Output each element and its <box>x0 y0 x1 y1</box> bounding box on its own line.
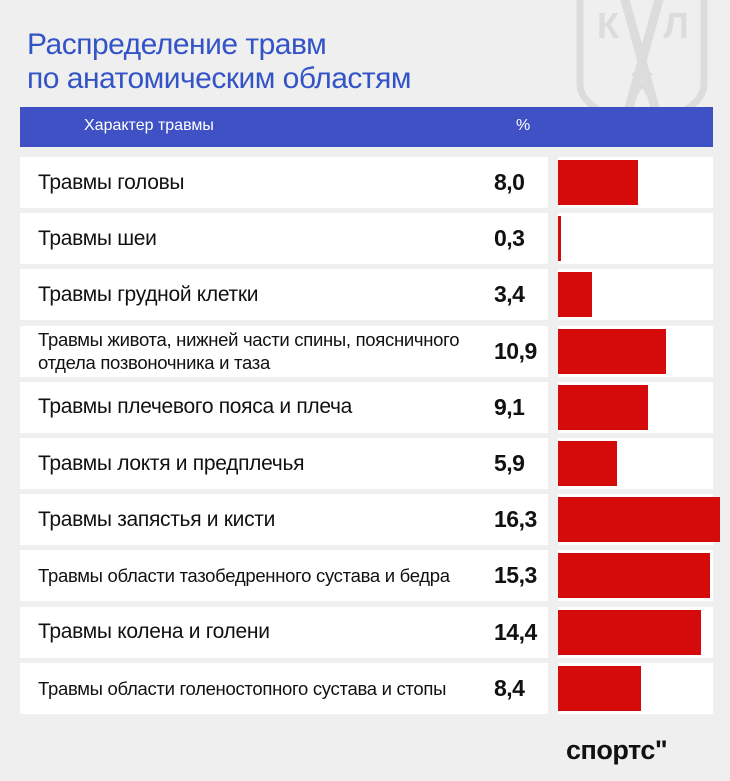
logo-letter: Л <box>663 5 688 46</box>
category-label: Травмы запястья и кисти <box>38 507 276 531</box>
row-divider <box>548 213 558 265</box>
logo-letter: К <box>597 5 620 46</box>
header-label: Характер травмы <box>84 117 214 134</box>
value-label: 15,3 <box>494 562 537 589</box>
value-label: 8,4 <box>494 674 525 701</box>
chart-row: Травмы области голеностопного сустава и … <box>20 662 713 714</box>
bar <box>558 553 711 599</box>
value-label: 10,9 <box>494 337 537 364</box>
row-divider <box>548 494 558 546</box>
row-divider <box>548 662 558 714</box>
bar <box>558 384 649 430</box>
chart-title: Распределение травм по анатомическим обл… <box>27 28 412 96</box>
value-label: 8,0 <box>494 169 525 195</box>
category-label: Травмы локтя и предплечья <box>38 451 305 475</box>
category-label: Травмы колена и голени <box>38 620 270 644</box>
category-label: Травмы грудной клетки <box>38 282 259 306</box>
value-label: 14,4 <box>494 618 537 645</box>
row-divider <box>548 325 558 377</box>
chart-row: Травмы шеи 0,3 <box>20 213 713 265</box>
chart-row: Травмы грудной клетки 3,4 <box>20 269 713 321</box>
category-label: Травмы плечевого пояса и плеча <box>38 395 353 419</box>
bar <box>558 609 702 655</box>
bar <box>558 328 667 374</box>
chart-title-line2: по анатомическим областям <box>27 62 412 95</box>
value-label: 5,9 <box>494 450 525 476</box>
chart-title-line1: Распределение травм <box>27 28 327 61</box>
bar <box>558 160 638 205</box>
row-divider <box>548 550 558 602</box>
chart-row: Травмы локтя и предплечья 5,9 <box>20 438 713 489</box>
value-label: 0,3 <box>494 225 525 252</box>
category-label: Травмы области голеностопного сустава и … <box>38 677 447 699</box>
category-label: Травмы шеи <box>38 226 157 250</box>
logo-letter: Х <box>630 65 654 106</box>
row-divider <box>548 606 558 658</box>
value-label: 16,3 <box>494 506 537 533</box>
row-divider <box>548 157 558 208</box>
value-label: 9,1 <box>494 393 525 420</box>
category-label: Травмы головы <box>38 170 185 194</box>
chart-row: Травмы головы 8,0 <box>20 157 713 208</box>
bar <box>558 441 617 486</box>
row-divider <box>548 381 558 433</box>
chart-row: Травмы запястья и кисти 16,3 <box>20 494 720 546</box>
row-divider <box>548 438 558 489</box>
bar <box>558 216 561 262</box>
row-divider <box>548 269 558 321</box>
value-label: 3,4 <box>494 281 525 308</box>
chart-row: Травмы живота, нижней части спины, поясн… <box>20 325 713 377</box>
category-label: Травмы области тазобедренного сустава и … <box>38 565 450 587</box>
chart-row: Травмы плечевого пояса и плеча 9,1 <box>20 381 713 433</box>
chart-row: Травмы области тазобедренного сустава и … <box>20 550 713 602</box>
table-header: Характер травмы % <box>20 107 713 147</box>
bar <box>558 665 642 711</box>
bar <box>558 272 592 318</box>
header-percent: % <box>516 117 531 134</box>
category-label: Травмы живота, нижней части спины, поясн… <box>38 329 460 374</box>
brand-logo: спортс" <box>566 735 668 765</box>
bar <box>558 497 720 543</box>
chart-row: Травмы колена и голени 14,4 <box>20 606 713 658</box>
